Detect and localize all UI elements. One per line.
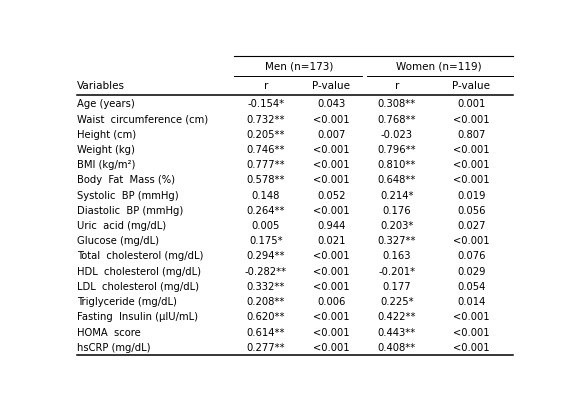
Text: 0.214*: 0.214* (380, 190, 414, 201)
Text: 0.076: 0.076 (457, 252, 485, 261)
Text: -0.023: -0.023 (381, 130, 413, 140)
Text: r: r (264, 81, 268, 92)
Text: P-value: P-value (452, 81, 490, 92)
Text: 0.208**: 0.208** (247, 297, 285, 307)
Text: 0.175*: 0.175* (249, 236, 282, 246)
Text: 0.810**: 0.810** (378, 160, 416, 170)
Text: Diastolic  BP (mmHg): Diastolic BP (mmHg) (77, 206, 184, 216)
Text: 0.264**: 0.264** (246, 206, 285, 216)
Text: 0.746**: 0.746** (246, 145, 285, 155)
Text: Height (cm): Height (cm) (77, 130, 136, 140)
Text: 0.177: 0.177 (383, 282, 411, 292)
Text: <0.001: <0.001 (453, 175, 489, 186)
Text: 0.777**: 0.777** (246, 160, 285, 170)
Text: Triglyceride (mg/dL): Triglyceride (mg/dL) (77, 297, 177, 307)
Text: <0.001: <0.001 (453, 312, 489, 322)
Text: 0.620**: 0.620** (246, 312, 285, 322)
Text: Total  cholesterol (mg/dL): Total cholesterol (mg/dL) (77, 252, 204, 261)
Text: 0.043: 0.043 (317, 99, 346, 109)
Text: <0.001: <0.001 (453, 145, 489, 155)
Text: 0.225*: 0.225* (380, 297, 414, 307)
Text: 0.007: 0.007 (317, 130, 346, 140)
Text: <0.001: <0.001 (313, 175, 350, 186)
Text: 0.163: 0.163 (383, 252, 411, 261)
Text: Waist  circumference (cm): Waist circumference (cm) (77, 115, 209, 125)
Text: 0.408**: 0.408** (378, 343, 416, 353)
Text: <0.001: <0.001 (453, 236, 489, 246)
Text: Uric  acid (mg/dL): Uric acid (mg/dL) (77, 221, 167, 231)
Text: Glucose (mg/dL): Glucose (mg/dL) (77, 236, 159, 246)
Text: Systolic  BP (mmHg): Systolic BP (mmHg) (77, 190, 179, 201)
Text: LDL  cholesterol (mg/dL): LDL cholesterol (mg/dL) (77, 282, 199, 292)
Text: -0.201*: -0.201* (378, 267, 415, 277)
Text: Fasting  Insulin (μIU/mL): Fasting Insulin (μIU/mL) (77, 312, 198, 322)
Text: 0.294**: 0.294** (246, 252, 285, 261)
Text: 0.327**: 0.327** (378, 236, 416, 246)
Text: Age (years): Age (years) (77, 99, 135, 109)
Text: Body  Fat  Mass (%): Body Fat Mass (%) (77, 175, 175, 186)
Text: P-value: P-value (312, 81, 351, 92)
Text: 0.796**: 0.796** (378, 145, 416, 155)
Text: 0.014: 0.014 (457, 297, 485, 307)
Text: 0.054: 0.054 (457, 282, 485, 292)
Text: HDL  cholesterol (mg/dL): HDL cholesterol (mg/dL) (77, 267, 201, 277)
Text: 0.277**: 0.277** (246, 343, 285, 353)
Text: 0.203*: 0.203* (380, 221, 414, 231)
Text: 0.005: 0.005 (252, 221, 280, 231)
Text: <0.001: <0.001 (453, 115, 489, 125)
Text: 0.578**: 0.578** (246, 175, 285, 186)
Text: 0.332**: 0.332** (247, 282, 285, 292)
Text: Weight (kg): Weight (kg) (77, 145, 135, 155)
Text: -0.154*: -0.154* (248, 99, 284, 109)
Text: 0.807: 0.807 (457, 130, 485, 140)
Text: 0.006: 0.006 (317, 297, 346, 307)
Text: <0.001: <0.001 (453, 328, 489, 337)
Text: 0.052: 0.052 (317, 190, 346, 201)
Text: <0.001: <0.001 (453, 343, 489, 353)
Text: 0.614**: 0.614** (246, 328, 285, 337)
Text: 0.308**: 0.308** (378, 99, 416, 109)
Text: 0.019: 0.019 (457, 190, 485, 201)
Text: 0.768**: 0.768** (378, 115, 416, 125)
Text: <0.001: <0.001 (313, 115, 350, 125)
Text: 0.648**: 0.648** (378, 175, 416, 186)
Text: 0.021: 0.021 (317, 236, 346, 246)
Text: 0.443**: 0.443** (378, 328, 416, 337)
Text: <0.001: <0.001 (313, 328, 350, 337)
Text: r: r (395, 81, 399, 92)
Text: HOMA  score: HOMA score (77, 328, 141, 337)
Text: -0.282**: -0.282** (245, 267, 287, 277)
Text: <0.001: <0.001 (313, 312, 350, 322)
Text: <0.001: <0.001 (313, 206, 350, 216)
Text: 0.732**: 0.732** (246, 115, 285, 125)
Text: <0.001: <0.001 (453, 160, 489, 170)
Text: <0.001: <0.001 (313, 160, 350, 170)
Text: <0.001: <0.001 (313, 343, 350, 353)
Text: <0.001: <0.001 (313, 267, 350, 277)
Text: 0.029: 0.029 (457, 267, 485, 277)
Text: 0.176: 0.176 (383, 206, 411, 216)
Text: Variables: Variables (77, 81, 125, 92)
Text: 0.205**: 0.205** (246, 130, 285, 140)
Text: Men (n=173): Men (n=173) (265, 61, 333, 71)
Text: BMI (kg/m²): BMI (kg/m²) (77, 160, 136, 170)
Text: 0.056: 0.056 (457, 206, 485, 216)
Text: 0.148: 0.148 (252, 190, 280, 201)
Text: 0.001: 0.001 (457, 99, 485, 109)
Text: 0.027: 0.027 (457, 221, 485, 231)
Text: 0.422**: 0.422** (378, 312, 416, 322)
Text: <0.001: <0.001 (313, 145, 350, 155)
Text: <0.001: <0.001 (313, 282, 350, 292)
Text: hsCRP (mg/dL): hsCRP (mg/dL) (77, 343, 151, 353)
Text: 0.944: 0.944 (317, 221, 346, 231)
Text: Women (n=119): Women (n=119) (397, 61, 482, 71)
Text: <0.001: <0.001 (313, 252, 350, 261)
